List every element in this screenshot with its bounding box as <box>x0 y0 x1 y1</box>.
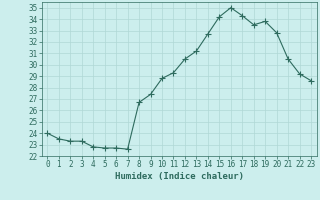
X-axis label: Humidex (Indice chaleur): Humidex (Indice chaleur) <box>115 172 244 181</box>
